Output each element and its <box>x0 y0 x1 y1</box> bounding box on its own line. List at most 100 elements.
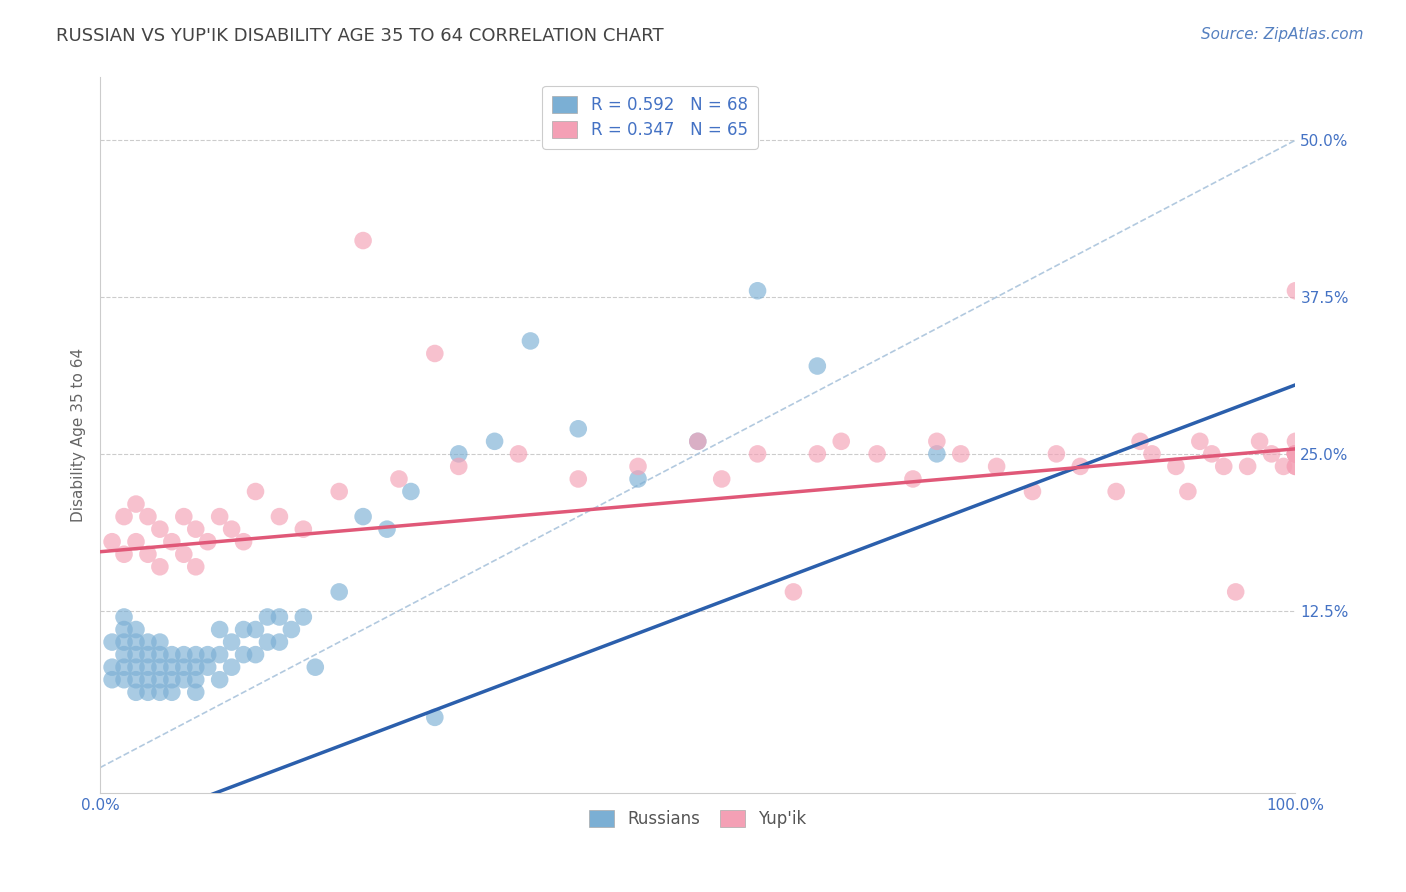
Point <box>1284 447 1306 461</box>
Point <box>136 685 159 699</box>
Point <box>208 623 231 637</box>
Point <box>112 623 135 637</box>
Point <box>101 534 124 549</box>
Point <box>1249 434 1271 449</box>
Point <box>136 635 159 649</box>
Point <box>1272 459 1295 474</box>
Point <box>125 635 148 649</box>
Point <box>901 472 924 486</box>
Point <box>149 648 172 662</box>
Point <box>567 472 589 486</box>
Point <box>184 522 207 536</box>
Point <box>747 447 769 461</box>
Point <box>1284 434 1306 449</box>
Point <box>1284 447 1306 461</box>
Point <box>292 610 315 624</box>
Point <box>101 660 124 674</box>
Point <box>101 635 124 649</box>
Point <box>1236 459 1258 474</box>
Point <box>1177 484 1199 499</box>
Legend: Russians, Yup'ik: Russians, Yup'ik <box>582 803 813 834</box>
Point <box>245 623 267 637</box>
Point <box>173 509 195 524</box>
Point <box>567 422 589 436</box>
Point <box>125 673 148 687</box>
Point <box>125 623 148 637</box>
Point <box>136 547 159 561</box>
Point <box>1284 284 1306 298</box>
Point <box>149 635 172 649</box>
Point <box>173 648 195 662</box>
Point <box>232 623 254 637</box>
Y-axis label: Disability Age 35 to 64: Disability Age 35 to 64 <box>72 348 86 522</box>
Point <box>112 635 135 649</box>
Point <box>232 648 254 662</box>
Point <box>208 509 231 524</box>
Point <box>136 648 159 662</box>
Point <box>125 534 148 549</box>
Point <box>256 635 278 649</box>
Point <box>136 660 159 674</box>
Point <box>1284 459 1306 474</box>
Point <box>197 534 219 549</box>
Point <box>197 648 219 662</box>
Point <box>245 648 267 662</box>
Point <box>1201 447 1223 461</box>
Point <box>686 434 709 449</box>
Point <box>423 710 446 724</box>
Point <box>328 585 350 599</box>
Point <box>1105 484 1128 499</box>
Point <box>269 610 291 624</box>
Point <box>747 284 769 298</box>
Point <box>1140 447 1163 461</box>
Point <box>149 660 172 674</box>
Point <box>806 359 828 373</box>
Point <box>221 635 243 649</box>
Point <box>627 459 650 474</box>
Point <box>1284 447 1306 461</box>
Point <box>112 660 135 674</box>
Point <box>184 559 207 574</box>
Point <box>1188 434 1211 449</box>
Point <box>1164 459 1187 474</box>
Point <box>375 522 398 536</box>
Point <box>160 673 183 687</box>
Point <box>1284 447 1306 461</box>
Point <box>125 497 148 511</box>
Text: Source: ZipAtlas.com: Source: ZipAtlas.com <box>1201 27 1364 42</box>
Point <box>184 660 207 674</box>
Point <box>484 434 506 449</box>
Point <box>292 522 315 536</box>
Point <box>686 434 709 449</box>
Point <box>519 334 541 348</box>
Point <box>112 509 135 524</box>
Point <box>149 559 172 574</box>
Point <box>173 660 195 674</box>
Point <box>112 648 135 662</box>
Point <box>949 447 972 461</box>
Point <box>925 447 948 461</box>
Point <box>710 472 733 486</box>
Point <box>173 673 195 687</box>
Point <box>184 648 207 662</box>
Point <box>388 472 411 486</box>
Point <box>160 534 183 549</box>
Point <box>160 648 183 662</box>
Point <box>328 484 350 499</box>
Point <box>125 648 148 662</box>
Point <box>269 635 291 649</box>
Point <box>986 459 1008 474</box>
Point <box>1260 447 1282 461</box>
Text: RUSSIAN VS YUP'IK DISABILITY AGE 35 TO 64 CORRELATION CHART: RUSSIAN VS YUP'IK DISABILITY AGE 35 TO 6… <box>56 27 664 45</box>
Point <box>1212 459 1234 474</box>
Point <box>1284 447 1306 461</box>
Point <box>925 434 948 449</box>
Point <box>149 685 172 699</box>
Point <box>125 685 148 699</box>
Point <box>125 660 148 674</box>
Point <box>112 673 135 687</box>
Point <box>208 648 231 662</box>
Point <box>112 547 135 561</box>
Point <box>352 509 374 524</box>
Point <box>136 673 159 687</box>
